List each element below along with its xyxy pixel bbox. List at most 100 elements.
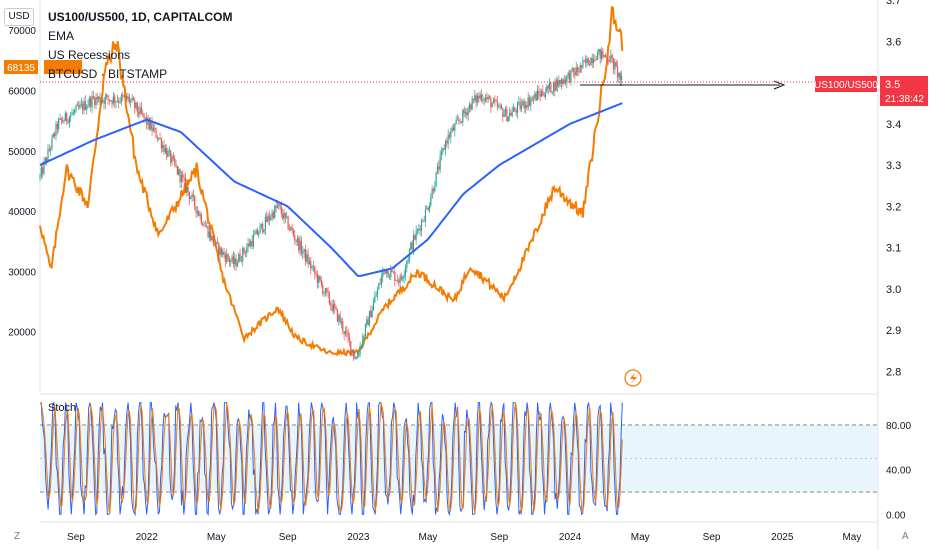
left-axis-tick: 20000	[8, 328, 36, 339]
candle-body	[55, 123, 57, 136]
legend-title[interactable]: US100/US500, 1D, CAPITALCOM	[48, 10, 233, 24]
candle-body	[315, 273, 317, 275]
candle-body	[310, 261, 312, 269]
zoom-button[interactable]: Z	[14, 531, 21, 542]
candle-body	[392, 271, 395, 273]
candle-body	[514, 107, 516, 111]
candle-body	[196, 211, 198, 213]
candle-body	[604, 55, 607, 57]
candle-body	[467, 108, 469, 116]
candle-body	[88, 98, 90, 106]
candle-body	[515, 110, 517, 113]
candle-body	[564, 79, 567, 83]
candle-body	[118, 100, 120, 103]
candle-body	[254, 233, 256, 235]
candle-body	[304, 248, 307, 262]
time-axis-tick: Sep	[67, 532, 85, 543]
candle-body	[378, 283, 380, 290]
candle-body	[360, 345, 363, 347]
candle-body	[427, 207, 429, 211]
candle-body	[59, 118, 61, 120]
candle-body	[287, 216, 289, 230]
candle-body	[190, 198, 192, 199]
stoch-title[interactable]: Stoch	[48, 402, 77, 414]
legend-ema[interactable]: EMA	[48, 29, 75, 43]
candle-body	[251, 240, 253, 247]
candle-body	[483, 99, 485, 101]
candle-body	[182, 174, 184, 178]
candle-body	[500, 105, 503, 109]
candle-body	[140, 107, 142, 114]
candle-body	[299, 240, 301, 251]
candle-body	[320, 280, 323, 285]
candle-body	[367, 319, 369, 326]
candle-body	[70, 115, 72, 117]
candle-body	[394, 272, 396, 281]
candle-body	[298, 237, 300, 251]
candle-body	[594, 59, 596, 61]
candle-body	[180, 174, 182, 183]
candle-body	[300, 240, 303, 254]
ratio-price-badge: 3.5 21:38:42	[880, 76, 928, 106]
candle-body	[80, 103, 82, 105]
candle-body	[228, 258, 231, 262]
candle-body	[202, 223, 204, 226]
candle-body	[64, 113, 66, 122]
candle-body	[199, 214, 201, 216]
candle-body	[384, 269, 387, 274]
candle-body	[542, 90, 544, 95]
candle-body	[124, 95, 126, 97]
legend-recessions[interactable]: US Recessions	[48, 48, 131, 62]
candle-body	[459, 121, 461, 122]
legend-btc[interactable]: BTCUSD · BITSTAMP	[48, 67, 168, 81]
candle-body	[63, 121, 65, 122]
candle-body	[54, 133, 56, 136]
candle-body	[303, 248, 305, 252]
candle-body	[56, 123, 58, 130]
auto-scale-button[interactable]: A	[902, 531, 909, 542]
arrow-head-icon	[773, 80, 786, 90]
currency-button[interactable]: USD	[4, 8, 34, 26]
candle-body	[106, 95, 108, 97]
candle-body	[488, 96, 491, 98]
candle-body	[503, 114, 505, 117]
candle-body	[308, 261, 311, 265]
candle-body	[139, 107, 141, 115]
btc-price-badge: 68135	[4, 60, 38, 74]
candle-body	[424, 209, 427, 222]
candle-body	[616, 66, 619, 78]
stoch-axis-tick: 80.00	[886, 421, 911, 432]
candle-body	[462, 109, 464, 123]
right-axis-tick: 3.6	[886, 36, 901, 48]
candle-body	[314, 266, 316, 274]
candle-body	[278, 204, 280, 206]
candle-body	[243, 247, 245, 253]
candle-body	[170, 150, 172, 163]
candle-body	[442, 148, 444, 152]
candle-body	[478, 96, 480, 99]
candle-body	[611, 55, 613, 59]
candle-body	[426, 207, 428, 210]
candle-body	[163, 145, 165, 153]
candle-body	[288, 229, 291, 230]
candle-body	[198, 211, 200, 216]
candle-body	[42, 167, 44, 174]
candle-body	[328, 293, 331, 304]
candle-body	[607, 60, 609, 62]
candle-body	[379, 283, 381, 285]
candle-body	[87, 105, 89, 107]
candle-body	[603, 55, 605, 57]
candle-body	[96, 97, 98, 100]
candle-body	[334, 303, 336, 308]
candle-body	[72, 112, 74, 114]
candle-body	[522, 101, 524, 106]
right-axis-tick: 2.8	[886, 366, 901, 378]
candle-body	[284, 212, 287, 218]
lightning-icon[interactable]	[624, 369, 642, 387]
candle-body	[218, 243, 220, 256]
candle-body	[339, 315, 341, 323]
candle-body	[168, 150, 170, 152]
candle-body	[350, 341, 352, 353]
candle-body	[352, 349, 355, 357]
